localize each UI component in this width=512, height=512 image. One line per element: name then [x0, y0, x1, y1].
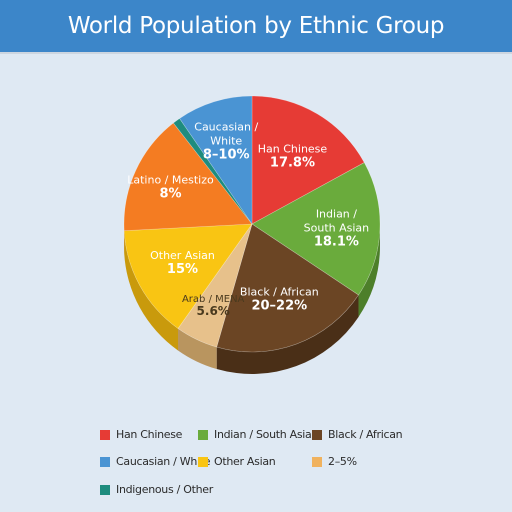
pie-slice-indian-south-asian: [251, 162, 381, 296]
slice-label-other-asian: Other Asian 15%: [150, 249, 215, 277]
slice-percent-han-chinese: 17.8%: [270, 156, 315, 171]
slice-percent-indian-south-asian: 18.1%: [314, 235, 359, 250]
legend-label: 2–5%: [328, 455, 357, 468]
pie-slice-latino-mestizo: [123, 122, 253, 232]
pie-slice-indigenous-other: [172, 118, 253, 225]
legend-item-caucasian-white: Caucasian / White: [100, 455, 211, 468]
legend-swatch: [100, 429, 110, 440]
legend-label: Caucasian / White: [116, 455, 211, 468]
title-bar: World Population by Ethnic Group: [0, 0, 512, 52]
legend-swatch: [312, 456, 322, 467]
pie-side-indian-south-asian: [358, 224, 380, 317]
legend-item-2-5: 2–5%: [312, 455, 357, 468]
legend-item-han-chinese: Han Chinese: [100, 428, 182, 441]
legend-item-indian-south-asian: Indian / South Asian: [198, 428, 318, 441]
legend-item-black-african: Black / African: [312, 428, 403, 441]
legend-swatch: [312, 429, 322, 440]
slice-name-black-african: Black / African: [240, 285, 319, 298]
slice-name-han-chinese: Han Chinese: [258, 143, 328, 156]
slice-percent-caucasian-white: 8–10%: [203, 148, 250, 163]
slice-label-caucasian-white: Caucasian / White 8–10%: [194, 121, 258, 163]
slice-name-indian-south-asian: South Asian: [304, 222, 370, 235]
legend-label: Indian / South Asian: [214, 428, 319, 441]
slice-percent-black-african: 20–22%: [251, 298, 307, 313]
slice-name-latino-mestizo: Latino / Mestizo: [127, 174, 214, 187]
slice-label-black-african: Black / African 20–22%: [240, 285, 319, 313]
legend-label: Black / African: [328, 428, 403, 441]
slice-percent-other-asian: 15%: [167, 262, 198, 277]
legend-label: Other Asian: [214, 455, 276, 468]
slice-name-arab-mena: Arab / MENA: [182, 294, 245, 305]
legend-swatch: [198, 429, 208, 440]
pie-slice-caucasian-white: [179, 95, 253, 225]
slice-label-latino-mestizo: Latino / Mestizo 8%: [127, 174, 214, 202]
slice-label-arab-mena: Arab / MENA 5.6%: [182, 294, 245, 318]
pie-side-other-asian: [124, 230, 179, 351]
pie-side-black-african: [216, 294, 359, 374]
slice-name-other-asian: Other Asian: [150, 249, 215, 262]
pie-slices-group: [123, 95, 381, 353]
slice-percent-latino-mestizo: 8%: [159, 187, 181, 202]
pie-side-arab-mena: [178, 328, 217, 370]
legend-item-other-asian: Other Asian: [198, 455, 276, 468]
legend-label: Han Chinese: [116, 428, 183, 441]
pie-chart: Han Chinese 17.8% Indian / South Asian 18.1%…: [123, 95, 381, 374]
legend-item-indigenous-other: Indigenous / Other: [100, 483, 213, 496]
pie-labels-group: Han Chinese 17.8% Indian / South Asian 18.1%…: [127, 121, 369, 318]
pie-slice-arab-mena: [177, 223, 253, 348]
slice-label-han-chinese: Han Chinese 17.8%: [258, 143, 328, 171]
pie-slice-han-chinese: [251, 95, 365, 225]
slice-name-caucasian-white: Caucasian /: [194, 121, 258, 134]
pie-slice-black-african: [216, 223, 359, 353]
slice-name-caucasian-white: White: [210, 135, 242, 148]
legend-swatch: [198, 456, 208, 467]
legend-label: Indigenous / Other: [116, 483, 213, 496]
slice-name-indian-south-asian: Indian /: [316, 208, 357, 221]
legend-swatch: [100, 456, 110, 467]
legend-swatch: [100, 484, 110, 495]
pie-slice-other-asian: [123, 223, 253, 329]
pie-depth-group: [124, 224, 380, 374]
slice-label-indian-south-asian: Indian / South Asian 18.1%: [304, 208, 370, 250]
chart-title: World Population by Ethnic Group: [67, 13, 445, 39]
slice-percent-arab-mena: 5.6%: [197, 304, 230, 318]
